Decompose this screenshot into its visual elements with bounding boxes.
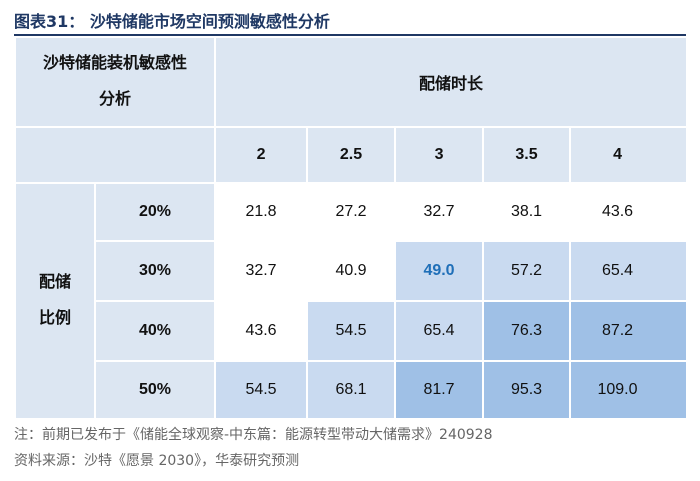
table-row: 50% 54.5 68.1 81.7 95.3 109.0 (15, 360, 689, 420)
footnote-note: 注：前期已发布于《储能全球观察-中东篇：能源转型带动大储需求》240928 (14, 427, 493, 443)
value-cell: 32.7 (214, 240, 309, 302)
col-header-duration: 3 (394, 126, 485, 184)
value-cell-base-case: 49.0 (394, 240, 485, 302)
ratio-group-line2: 比例 (38, 310, 71, 327)
value-cell: 21.8 (214, 182, 309, 242)
value-cell: 54.5 (306, 300, 397, 362)
table-row: 配储 比例 20% 21.8 27.2 32.7 38.1 43.6 (14, 182, 689, 420)
col-header-duration: 2.5 (306, 126, 397, 184)
value-cell: 81.7 (394, 360, 485, 420)
figure-title: 图表31： 沙特储能市场空间预测敏感性分析 (14, 12, 330, 31)
row-header-ratio: 20% (93, 182, 217, 242)
blank-header-cell (13, 126, 217, 184)
title-underline (14, 34, 686, 36)
corner-header-line1: 沙特储能装机敏感性 (43, 55, 188, 72)
col-header-duration: 4 (569, 126, 689, 184)
value-cell: 57.2 (482, 240, 572, 302)
ratio-group-line1: 配储 (38, 274, 71, 291)
value-cell: 76.3 (482, 300, 572, 362)
value-cell: 54.5 (214, 360, 309, 420)
value-cell: 95.3 (482, 360, 572, 420)
value-cell: 65.4 (569, 240, 689, 302)
row-header-ratio: 30% (93, 240, 217, 302)
value-cell: 27.2 (306, 182, 397, 242)
table-row: 40% 43.6 54.5 65.4 76.3 87.2 (15, 300, 689, 362)
value-cell: 65.4 (394, 300, 485, 362)
value-cell: 109.0 (569, 360, 689, 420)
col-header-duration: 3.5 (482, 126, 572, 184)
row-header-ratio: 40% (93, 300, 217, 362)
corner-header-line2: 分析 (99, 91, 132, 108)
col-header-duration: 2 (214, 126, 309, 184)
value-cell: 38.1 (482, 182, 572, 242)
value-cell: 68.1 (306, 360, 397, 420)
value-cell: 87.2 (569, 300, 689, 362)
table-row: 30% 32.7 40.9 49.0 57.2 65.4 (15, 240, 689, 302)
value-cell: 32.7 (394, 182, 485, 242)
value-cell: 43.6 (569, 182, 689, 242)
corner-header: 沙特储能装机敏感性 分析 (13, 36, 217, 128)
footnote-source: 资料来源：沙特《愿景 2030》，华泰研究预测 (14, 453, 300, 469)
duration-group-header: 配储时长 (214, 36, 689, 128)
value-cell: 43.6 (214, 300, 309, 362)
sensitivity-table: 沙特储能装机敏感性 分析 配储时长 2 2.5 3 3.5 4 配储 比例 20… (13, 36, 689, 420)
footnotes: 注：前期已发布于《储能全球观察-中东篇：能源转型带动大储需求》240928 资料… (14, 422, 493, 474)
value-cell: 40.9 (306, 240, 397, 302)
row-header-ratio: 50% (93, 360, 217, 420)
ratio-group-header: 配储 比例 (14, 182, 96, 420)
